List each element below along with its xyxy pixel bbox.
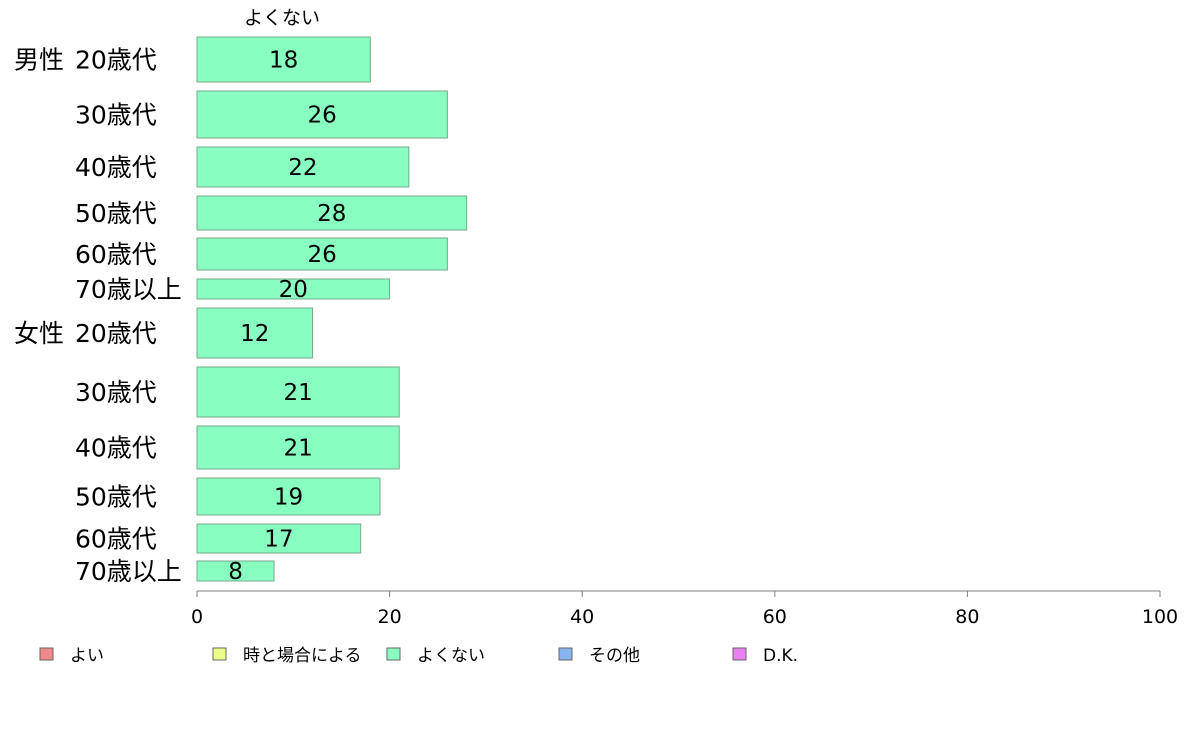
bar-female-6 [196, 560, 275, 582]
series-header: よくない [244, 7, 320, 29]
x-tick-label: 60 [763, 606, 787, 628]
x-tick-label: 80 [955, 606, 979, 628]
bar-female-2 [196, 366, 400, 418]
value-label: 26 [308, 103, 337, 129]
category-label: 30歳代 [75, 378, 157, 407]
value-label: 8 [228, 559, 243, 585]
x-tick-label: 0 [191, 606, 203, 628]
category-label: 70歳以上 [75, 275, 182, 304]
bar-male-2 [196, 90, 448, 139]
x-axis: 0 20 40 60 80 100 [191, 590, 1178, 628]
legend-swatch [558, 647, 573, 661]
legend-swatch [39, 647, 54, 661]
legend-label: D.K. [763, 646, 798, 666]
x-tick-label: 40 [570, 606, 594, 628]
category-label: 20歳代 [75, 319, 157, 348]
bar-female-3 [196, 425, 400, 470]
category-label: 50歳代 [75, 199, 157, 228]
category-label: 60歳代 [75, 525, 157, 554]
value-label: 26 [308, 242, 337, 268]
value-label: 12 [240, 321, 269, 347]
category-label: 40歳代 [75, 153, 157, 182]
group-label: 女性 [14, 319, 64, 348]
bar-female-5 [196, 523, 362, 554]
legend: よい 時と場合による よくない その他 D.K. [39, 646, 798, 666]
value-label: 21 [283, 436, 312, 462]
bar-male-6 [196, 278, 391, 300]
group-label: 男性 [14, 46, 64, 75]
bars-layer [196, 36, 468, 582]
value-label: 17 [264, 527, 293, 553]
value-label: 19 [274, 485, 303, 511]
bar-male-4 [196, 195, 468, 231]
x-tick-label: 100 [1142, 606, 1178, 628]
legend-label: よい [70, 646, 104, 666]
category-label: 20歳代 [75, 46, 157, 75]
bar-female-1 [196, 307, 314, 359]
category-label: 50歳代 [75, 483, 157, 512]
category-label: 60歳代 [75, 240, 157, 269]
legend-swatch [732, 647, 747, 661]
legend-swatch [212, 647, 227, 661]
value-label: 18 [269, 48, 298, 74]
category-label: 40歳代 [75, 434, 157, 463]
bar-male-3 [196, 146, 410, 188]
category-label: 70歳以上 [75, 557, 182, 586]
legend-label: よくない [417, 646, 485, 666]
bar-female-4 [196, 477, 381, 516]
value-label: 20 [279, 277, 308, 303]
legend-label: その他 [589, 646, 640, 666]
value-label: 28 [317, 201, 346, 227]
value-label: 21 [283, 380, 312, 406]
bar-male-5 [196, 237, 448, 271]
labels-layer: 1820歳代男性2630歳代2240歳代2850歳代2660歳代2070歳以上1… [14, 46, 346, 587]
value-label: 22 [288, 155, 317, 181]
category-label: 30歳代 [75, 101, 157, 130]
legend-swatch [386, 647, 401, 661]
legend-label: 時と場合による [243, 646, 362, 666]
bar-male-1 [196, 36, 371, 83]
x-tick-label: 20 [378, 606, 402, 628]
